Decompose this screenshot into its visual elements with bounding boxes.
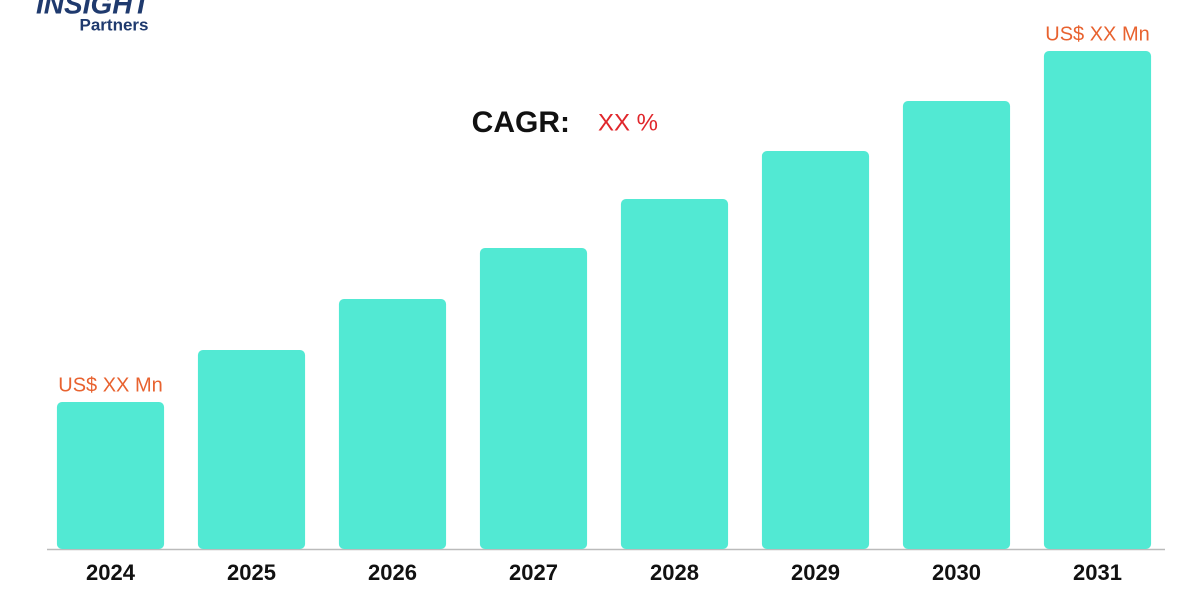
bar [197, 350, 306, 549]
value-label: US$ XX Mn [58, 374, 162, 396]
x-tick-label: 2028 [650, 560, 699, 585]
bar [1043, 51, 1152, 549]
x-tick-label: 2024 [86, 560, 136, 585]
x-tick-label: 2030 [932, 560, 981, 585]
bar [761, 151, 870, 549]
x-tick-label: 2027 [509, 560, 558, 585]
bar [479, 248, 588, 549]
cagr-value: XX % [598, 109, 658, 136]
bar [620, 199, 729, 549]
logo: INSIGHT [36, 0, 152, 19]
bar [56, 402, 165, 549]
x-tick-label: 2029 [791, 560, 840, 585]
value-label: US$ XX Mn [1045, 23, 1149, 45]
x-tick-label: 2026 [368, 560, 417, 585]
x-tick-label: 2025 [227, 560, 276, 585]
bar [338, 299, 447, 549]
cagr-label: CAGR: [472, 106, 570, 139]
bar [902, 101, 1011, 549]
logo-subtitle: Partners [80, 15, 149, 34]
x-tick-label: 2031 [1073, 560, 1122, 585]
